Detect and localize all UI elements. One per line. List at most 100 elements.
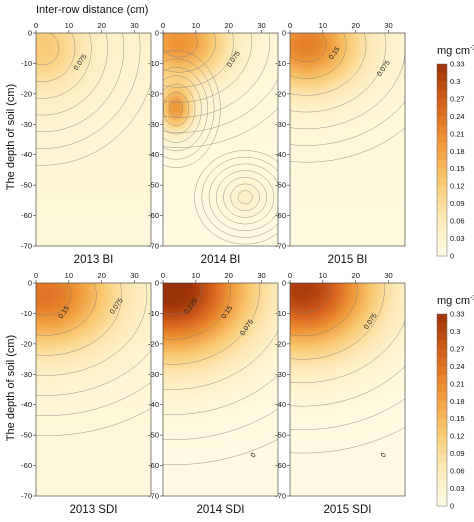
heat-cell <box>118 70 122 74</box>
heat-cell <box>118 103 122 106</box>
heat-cell <box>273 55 276 59</box>
heat-cell <box>56 198 59 201</box>
heat-cell <box>56 165 59 169</box>
heat-cell <box>170 45 174 49</box>
heat-cell <box>98 213 102 216</box>
heat-cell <box>250 78 254 81</box>
heat-cell <box>63 233 67 236</box>
heat-cell <box>121 68 124 71</box>
heat-cell <box>48 118 52 121</box>
heat-cell <box>68 75 72 79</box>
heat-cell <box>71 210 74 214</box>
heat-cell <box>83 70 87 74</box>
heat-cell <box>136 178 139 181</box>
heat-cell <box>106 230 109 234</box>
heat-cell <box>141 85 144 89</box>
heat-cell <box>78 185 82 189</box>
heat-cell <box>148 45 151 49</box>
heat-cell <box>146 225 149 229</box>
heat-cell <box>116 63 119 66</box>
heat-cell <box>223 58 226 61</box>
heat-cell <box>133 145 137 149</box>
heat-cell <box>101 150 104 154</box>
heat-cell <box>93 190 97 194</box>
heat-cell <box>228 48 231 51</box>
heat-cell <box>106 103 109 106</box>
heat-cell <box>81 120 84 124</box>
heat-cell <box>48 145 52 149</box>
heat-cell <box>83 175 87 179</box>
heat-cell <box>78 75 82 79</box>
heat-cell <box>41 50 44 54</box>
heat-cell <box>58 163 62 166</box>
heat-cell <box>83 138 87 141</box>
heat-cell <box>253 33 256 36</box>
heat-cell <box>66 75 69 79</box>
heat-cell <box>113 205 117 209</box>
heat-cell <box>88 150 92 154</box>
heat-cell <box>173 50 176 54</box>
heat-cell <box>78 155 82 159</box>
heat-cell <box>91 143 94 146</box>
heat-cell <box>136 100 139 104</box>
contour-lines <box>36 33 151 166</box>
heat-cell <box>58 98 62 101</box>
heat-cell <box>121 95 124 99</box>
heat-cell <box>253 70 256 74</box>
heat-cell <box>96 190 99 194</box>
heat-cell <box>98 223 102 226</box>
heat-cell <box>165 83 169 86</box>
heat-cell <box>131 160 134 164</box>
heat-cell <box>53 200 57 204</box>
heat-cell <box>81 165 84 169</box>
heat-cell <box>91 78 94 81</box>
heat-cell <box>88 53 92 56</box>
heat-cell <box>170 78 174 81</box>
heat-cell <box>111 115 114 119</box>
heat-cell <box>136 65 139 69</box>
heat-cell <box>168 33 171 36</box>
heat-cell <box>128 95 132 99</box>
heat-cell <box>118 223 122 226</box>
heat-cell <box>273 70 276 74</box>
heat-cell <box>71 215 74 219</box>
heat-cell <box>38 180 42 184</box>
heat-cell <box>210 50 214 54</box>
heat-cell <box>183 63 186 66</box>
heat-cell <box>86 33 89 36</box>
heat-cell <box>263 73 266 76</box>
heat-cell <box>128 213 132 216</box>
heat-cell <box>73 63 77 66</box>
heat-cell <box>128 210 132 214</box>
heat-cell <box>178 75 181 79</box>
heat-cell <box>66 183 69 186</box>
heat-cell <box>98 183 102 186</box>
heat-cell <box>96 150 99 154</box>
heat-cell <box>68 55 72 59</box>
heat-cell <box>58 135 62 139</box>
heat-cell <box>123 230 127 234</box>
heat-cell <box>265 58 269 61</box>
heat-cell <box>123 65 127 69</box>
heat-cell <box>126 203 129 206</box>
heat-cell <box>73 35 77 39</box>
heat-cell <box>61 238 64 241</box>
heat-cell <box>53 173 57 176</box>
heat-cell <box>225 78 229 81</box>
heat-cell <box>188 70 191 74</box>
heat-cell <box>273 40 276 44</box>
heat-cell <box>178 40 181 44</box>
heat-cell <box>116 133 119 136</box>
heat-cell <box>66 178 69 181</box>
heat-cell <box>96 68 99 71</box>
heat-cell <box>81 103 84 106</box>
heat-cell <box>136 143 139 146</box>
heat-cell <box>146 168 149 171</box>
heat-cell <box>146 210 149 214</box>
heat-cell <box>88 153 92 156</box>
heat-cell <box>51 158 54 161</box>
heat-cell <box>116 233 119 236</box>
heat-cell <box>56 190 59 194</box>
heat-cell <box>128 143 132 146</box>
heat-cell <box>91 163 94 166</box>
